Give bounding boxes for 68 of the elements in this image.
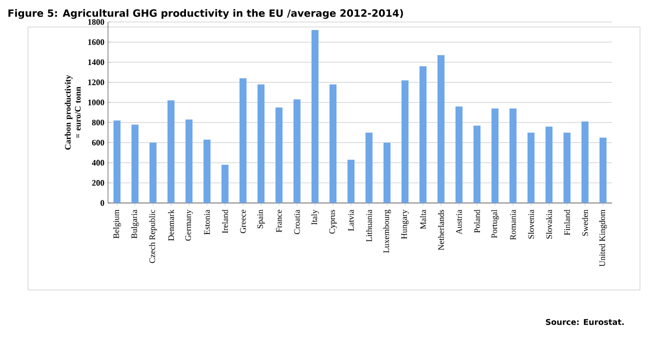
y-tick-label: 200 — [92, 180, 104, 186]
bar — [438, 55, 445, 203]
bar — [168, 100, 175, 203]
x-tick-label: Hungary — [401, 210, 409, 239]
bar — [258, 84, 265, 203]
bar — [294, 99, 301, 203]
y-tick-label: 1400 — [88, 59, 104, 66]
x-tick-label: Sweden — [582, 210, 588, 236]
bar — [132, 124, 139, 203]
bar — [312, 30, 319, 203]
x-tick-label: Greece — [240, 210, 246, 234]
bar — [114, 120, 121, 203]
bar — [330, 84, 337, 203]
bar — [474, 126, 481, 203]
x-tick-label: Estonia — [204, 210, 210, 235]
x-tick-label: Ireland — [222, 210, 228, 234]
bar — [564, 132, 571, 203]
x-tick-label: Malta — [420, 210, 426, 230]
x-tick-label: Austria — [456, 210, 462, 234]
x-tick-label: Luxembourg — [383, 210, 391, 253]
bar — [492, 108, 499, 203]
chart-title: Figure 5: Agricultural GHG productivity in the EU /average 2012-2014) — [8, 9, 403, 19]
x-tick-label: Bulgaria — [131, 210, 139, 238]
x-tick-label: Belgium — [113, 210, 121, 238]
x-tick-label: Germany — [185, 210, 193, 241]
x-tick-label: Denmark — [168, 210, 174, 241]
x-tick-label: Poland — [474, 210, 480, 233]
bar — [366, 132, 373, 203]
y-tick-label: 1200 — [88, 79, 104, 86]
x-tick-label: Portugal — [491, 210, 499, 238]
x-tick-label: Romania — [510, 210, 516, 240]
y-tick-label: 800 — [92, 120, 104, 126]
y-tick-label: 400 — [92, 160, 104, 166]
y-tick-label: 1000 — [88, 100, 104, 106]
x-tick-label: Slovenia — [528, 210, 534, 239]
x-tick-label: France — [276, 210, 282, 232]
bar — [420, 66, 427, 203]
bar — [240, 78, 247, 203]
bar — [546, 126, 553, 203]
bar — [402, 80, 409, 203]
x-tick-label: Lithuania — [366, 210, 372, 242]
bar — [186, 120, 193, 203]
bar — [384, 142, 391, 203]
y-axis-title: Carbon productivity = euro/C tonn — [64, 75, 81, 150]
bar — [348, 160, 355, 203]
x-tick-label: Cyprus — [329, 210, 337, 234]
x-tick-label: Netherlands — [438, 210, 444, 250]
bar — [222, 164, 229, 203]
x-tick-label: Spain — [257, 210, 265, 228]
bar — [600, 138, 607, 203]
x-tick-label: Latvia — [348, 210, 354, 231]
x-tick-label: Slovakia — [546, 210, 552, 239]
x-tick-label: Croatia — [294, 210, 300, 234]
x-tick-label: United Kingdom — [599, 210, 607, 267]
y-tick-label: 0 — [100, 200, 104, 206]
bar — [528, 132, 535, 203]
bar — [582, 122, 589, 203]
y-tick-label: 600 — [92, 140, 104, 146]
x-tick-label: Czech Republic — [149, 210, 157, 264]
bar — [456, 106, 463, 203]
bar — [510, 108, 517, 203]
bar — [204, 140, 211, 203]
bar — [150, 142, 157, 203]
y-tick-label: 1600 — [88, 39, 104, 45]
x-tick-label: Finland — [564, 210, 570, 236]
y-tick-label: 1800 — [88, 19, 104, 25]
bar — [276, 107, 283, 203]
x-tick-label: Italy — [311, 210, 319, 225]
